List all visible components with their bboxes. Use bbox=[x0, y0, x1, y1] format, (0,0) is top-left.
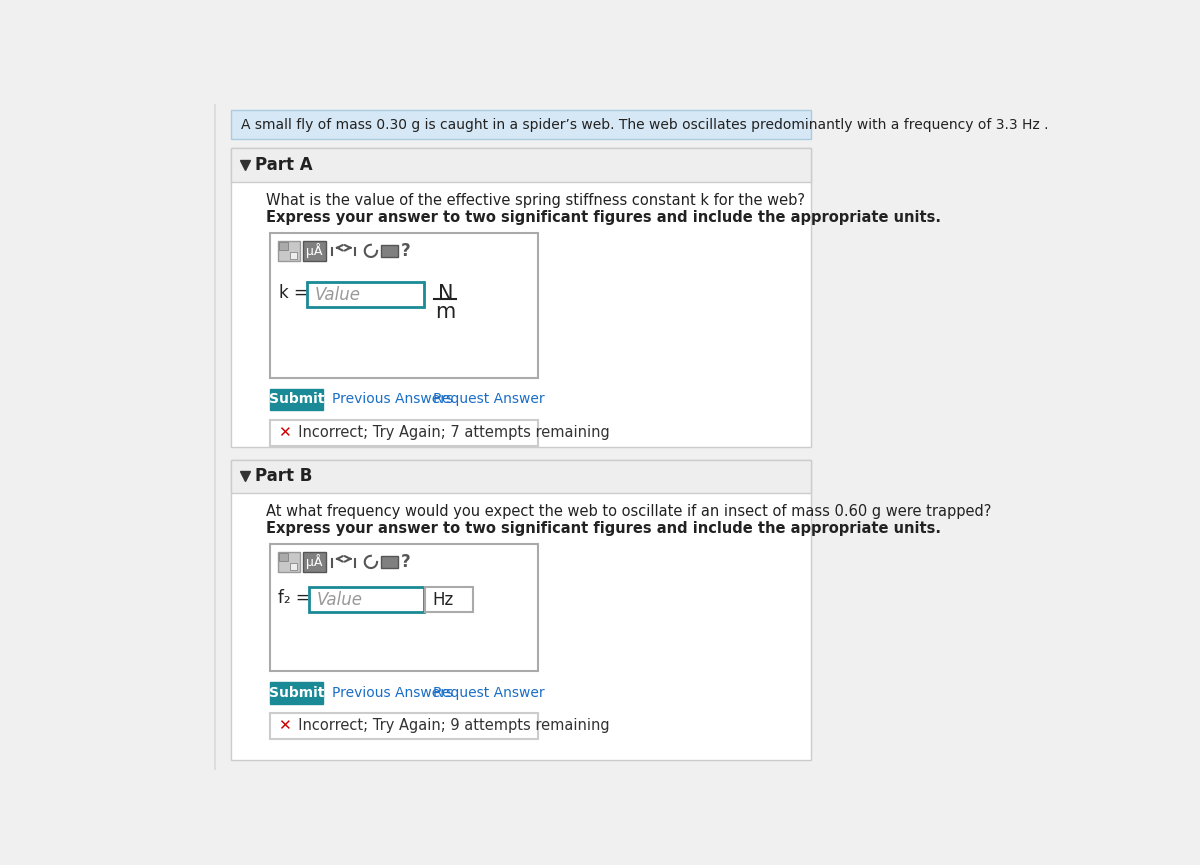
Bar bbox=[425, 587, 473, 612]
Bar bbox=[232, 459, 811, 493]
Bar bbox=[302, 240, 326, 261]
Text: Submit: Submit bbox=[269, 393, 324, 407]
Bar bbox=[232, 110, 811, 139]
Bar bbox=[307, 283, 424, 307]
Text: ✕: ✕ bbox=[278, 425, 290, 440]
Text: μÅ: μÅ bbox=[306, 243, 323, 259]
Text: ?: ? bbox=[401, 242, 410, 260]
Text: Request Answer: Request Answer bbox=[433, 393, 545, 407]
Bar bbox=[270, 682, 323, 703]
Text: A small fly of mass 0.30 g is caught in a spider’s web. The web oscillates predo: A small fly of mass 0.30 g is caught in … bbox=[241, 118, 1048, 131]
Text: Value: Value bbox=[317, 591, 362, 609]
Bar bbox=[302, 552, 326, 572]
Bar bbox=[270, 234, 538, 378]
Bar bbox=[232, 149, 811, 447]
Text: Previous Answers: Previous Answers bbox=[332, 686, 454, 700]
Text: f₂ =: f₂ = bbox=[278, 589, 310, 607]
Bar bbox=[280, 242, 288, 250]
Text: Express your answer to two significant figures and include the appropriate units: Express your answer to two significant f… bbox=[266, 521, 941, 536]
Bar bbox=[289, 252, 298, 259]
Bar bbox=[215, 104, 216, 770]
Text: Part A: Part A bbox=[254, 157, 312, 175]
Bar bbox=[150, 104, 216, 770]
Text: N: N bbox=[438, 284, 454, 304]
Text: Incorrect; Try Again; 7 attempts remaining: Incorrect; Try Again; 7 attempts remaini… bbox=[289, 425, 610, 440]
Text: k =: k = bbox=[280, 285, 308, 302]
Text: What is the value of the effective spring stiffness constant k for the web?: What is the value of the effective sprin… bbox=[266, 193, 805, 208]
Text: At what frequency would you expect the web to oscillate if an insect of mass 0.6: At what frequency would you expect the w… bbox=[266, 504, 991, 519]
Text: Hz: Hz bbox=[433, 591, 454, 609]
Bar bbox=[232, 459, 811, 759]
Text: m: m bbox=[436, 302, 456, 322]
Bar bbox=[380, 556, 398, 568]
Text: Value: Value bbox=[316, 285, 361, 304]
Text: Submit: Submit bbox=[269, 686, 324, 700]
Text: Previous Answers: Previous Answers bbox=[332, 393, 454, 407]
Bar bbox=[280, 554, 288, 561]
Bar bbox=[270, 713, 538, 739]
Text: ?: ? bbox=[401, 553, 410, 571]
Text: μÅ: μÅ bbox=[306, 554, 323, 569]
Bar bbox=[278, 240, 300, 261]
Bar bbox=[270, 420, 538, 445]
Text: Incorrect; Try Again; 9 attempts remaining: Incorrect; Try Again; 9 attempts remaini… bbox=[289, 719, 610, 734]
Bar bbox=[278, 552, 300, 572]
Bar bbox=[380, 245, 398, 257]
Bar bbox=[289, 563, 298, 570]
Text: Part B: Part B bbox=[254, 467, 312, 485]
Bar bbox=[270, 544, 538, 671]
Bar bbox=[232, 149, 811, 183]
Text: Request Answer: Request Answer bbox=[433, 686, 545, 700]
Bar bbox=[270, 388, 323, 410]
Bar bbox=[308, 587, 424, 612]
Text: Express your answer to two significant figures and include the appropriate units: Express your answer to two significant f… bbox=[266, 210, 941, 225]
Text: ✕: ✕ bbox=[278, 719, 290, 734]
